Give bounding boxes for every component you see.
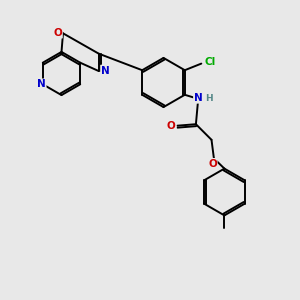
Text: O: O	[167, 121, 176, 131]
Text: N: N	[37, 79, 46, 89]
Text: Cl: Cl	[204, 57, 215, 67]
Text: H: H	[205, 94, 213, 103]
Text: N: N	[194, 93, 203, 103]
Text: O: O	[53, 28, 62, 38]
Text: O: O	[208, 159, 217, 169]
Text: N: N	[101, 65, 110, 76]
